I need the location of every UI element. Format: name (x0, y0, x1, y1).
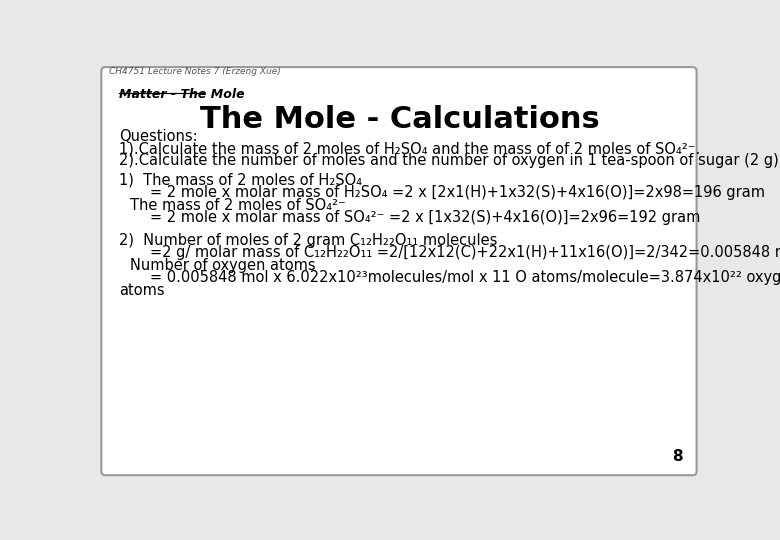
Text: atoms: atoms (119, 284, 165, 299)
Text: 1).Calculate the mass of 2 moles of H₂SO₄ and the mass of of 2 moles of SO₄²⁻.: 1).Calculate the mass of 2 moles of H₂SO… (119, 141, 700, 156)
Text: = 2 mole x molar mass of SO₄²⁻ =2 x [1x32(S)+4x16(O)]=2x96=192 gram: = 2 mole x molar mass of SO₄²⁻ =2 x [1x3… (151, 211, 700, 225)
Text: Matter - The Mole: Matter - The Mole (119, 88, 245, 101)
Text: =2 g/ molar mass of C₁₂H₂₂O₁₁ =2/[12x12(C)+22x1(H)+11x16(O)]=2/342=0.005848 mole: =2 g/ molar mass of C₁₂H₂₂O₁₁ =2/[12x12(… (151, 245, 780, 260)
Text: The mass of 2 moles of SO₄²⁻: The mass of 2 moles of SO₄²⁻ (130, 198, 346, 213)
Text: 8: 8 (672, 449, 682, 464)
Text: = 2 mole x molar mass of H₂SO₄ =2 x [2x1(H)+1x32(S)+4x16(O)]=2x98=196 gram: = 2 mole x molar mass of H₂SO₄ =2 x [2x1… (151, 185, 765, 200)
Text: 2)  Number of moles of 2 gram C₁₂H₂₂O₁₁ molecules: 2) Number of moles of 2 gram C₁₂H₂₂O₁₁ m… (119, 233, 498, 248)
Text: 1)  The mass of 2 moles of H₂SO₄: 1) The mass of 2 moles of H₂SO₄ (119, 173, 362, 187)
Text: CH4751 Lecture Notes 7 (Erzeng Xue): CH4751 Lecture Notes 7 (Erzeng Xue) (109, 67, 281, 76)
Text: 2).Calculate the number of moles and the number of oxygen in 1 tea-spoon of suga: 2).Calculate the number of moles and the… (119, 153, 780, 167)
FancyBboxPatch shape (101, 67, 697, 475)
Text: Questions:: Questions: (119, 130, 198, 145)
Text: The Mole - Calculations: The Mole - Calculations (200, 105, 600, 134)
Text: Number of oxygen atoms: Number of oxygen atoms (130, 258, 316, 273)
Text: = 0.005848 mol x 6.022x10²³molecules/mol x 11 O atoms/molecule=3.874x10²² oxygen: = 0.005848 mol x 6.022x10²³molecules/mol… (151, 271, 780, 285)
